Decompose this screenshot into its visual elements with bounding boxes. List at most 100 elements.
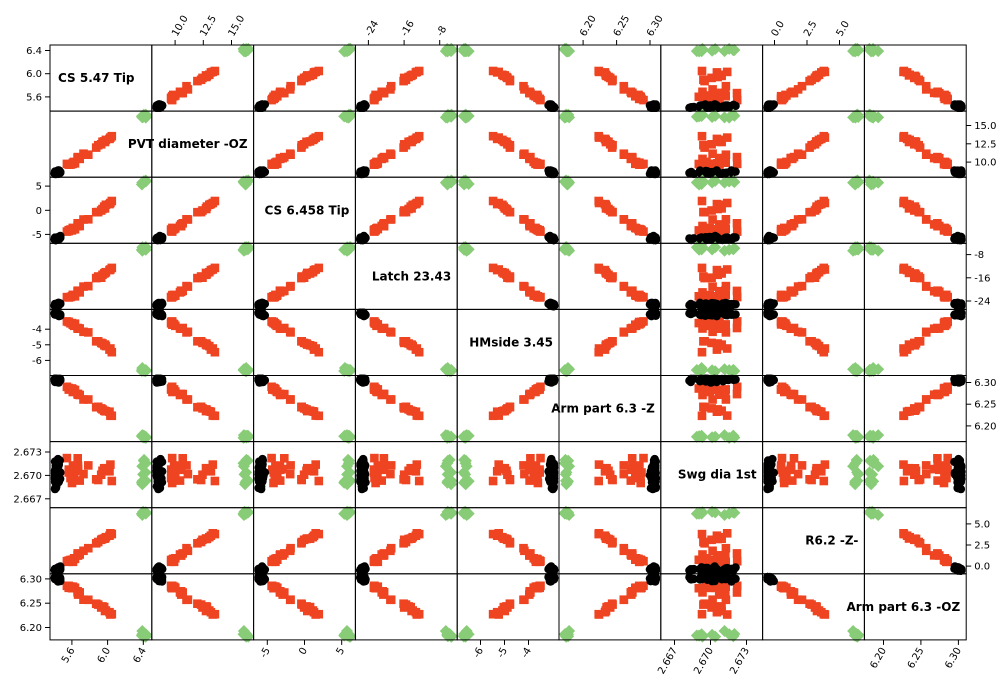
- data-point: [68, 461, 78, 470]
- data-point: [525, 476, 534, 485]
- data-point: [488, 196, 498, 206]
- cell-2-0: [50, 174, 152, 245]
- cell-3-4: [457, 241, 559, 311]
- data-point: [84, 150, 93, 159]
- data-point: [779, 319, 789, 328]
- data-point: [721, 215, 731, 224]
- data-point: [101, 135, 111, 145]
- data-point: [79, 282, 88, 291]
- data-point: [285, 469, 295, 479]
- cell-1-1: PVT diameter -OZ: [128, 137, 248, 151]
- data-point: [702, 292, 711, 302]
- data-point: [716, 200, 725, 210]
- data-point: [814, 267, 824, 277]
- data-point: [601, 267, 610, 277]
- cell-2-8: [863, 174, 966, 245]
- data-point: [713, 292, 722, 301]
- data-point: [84, 328, 93, 337]
- data-point: [594, 476, 603, 486]
- data-point: [270, 160, 280, 169]
- data-point: [270, 473, 280, 483]
- cell-7-1: [152, 505, 255, 575]
- data-point: [921, 81, 931, 91]
- data-point: [359, 309, 368, 319]
- data-point: [721, 290, 730, 300]
- data-point: [488, 476, 498, 486]
- data-point: [239, 45, 251, 58]
- data-point: [408, 464, 417, 474]
- data-point: [594, 67, 604, 77]
- data-point: [921, 150, 931, 159]
- data-point: [721, 91, 730, 101]
- data-point: [942, 292, 951, 302]
- data-point: [699, 337, 708, 346]
- data-point: [278, 153, 287, 163]
- data-point: [797, 81, 807, 91]
- data-point: [341, 110, 354, 123]
- data-point: [84, 395, 93, 404]
- data-point: [849, 241, 862, 254]
- data-point: [66, 160, 75, 169]
- data-point: [205, 532, 214, 542]
- data-point: [710, 301, 719, 310]
- data-point: [865, 110, 878, 123]
- data-point: [942, 160, 951, 169]
- data-point: [942, 93, 951, 103]
- diagonal-label: Arm part 6.3 -Z: [551, 402, 655, 416]
- data-point: [166, 292, 176, 302]
- cell-6-0: [50, 453, 152, 494]
- data-point: [814, 407, 824, 416]
- data-point: [166, 473, 176, 483]
- data-point: [255, 103, 265, 113]
- data-point: [721, 385, 730, 394]
- data-point: [694, 159, 704, 169]
- data-point: [50, 484, 60, 493]
- data-point: [379, 153, 388, 163]
- data-point: [101, 267, 111, 277]
- data-point: [849, 176, 862, 189]
- cell-6-1: [152, 453, 255, 494]
- data-point: [314, 476, 324, 486]
- data-point: [698, 288, 707, 297]
- data-point: [399, 73, 409, 83]
- cell-0-0: CS 5.47 Tip: [58, 71, 135, 85]
- data-point: [50, 299, 60, 309]
- data-point: [765, 484, 774, 493]
- diagonal-label: HMside 3.45: [469, 335, 553, 349]
- data-point: [205, 407, 214, 416]
- data-point: [399, 206, 409, 215]
- data-point: [205, 200, 214, 210]
- data-point: [942, 473, 951, 483]
- data-point: [270, 292, 280, 302]
- data-point: [286, 543, 295, 553]
- data-point: [167, 453, 177, 463]
- data-point: [341, 364, 354, 376]
- data-point: [408, 532, 417, 542]
- data-point: [865, 176, 878, 189]
- cell-4-1: [152, 308, 255, 378]
- data-point: [73, 286, 83, 296]
- data-point: [933, 454, 942, 463]
- data-point: [699, 207, 708, 217]
- data-point: [722, 265, 732, 274]
- data-point: [690, 241, 703, 254]
- data-point: [765, 235, 774, 244]
- data-point: [286, 150, 295, 159]
- data-point: [619, 281, 629, 291]
- data-point: [255, 299, 265, 309]
- data-point: [278, 88, 287, 98]
- data-point: [779, 160, 789, 169]
- data-point: [302, 270, 311, 280]
- data-point: [942, 384, 951, 393]
- data-point: [718, 244, 731, 257]
- data-point: [286, 461, 295, 470]
- data-point: [107, 476, 117, 486]
- cell-7-0: [50, 505, 152, 575]
- data-point: [379, 220, 388, 229]
- data-point: [708, 149, 717, 158]
- data-point: [709, 241, 722, 254]
- data-point: [308, 341, 318, 351]
- data-point: [721, 224, 730, 234]
- data-point: [636, 319, 645, 328]
